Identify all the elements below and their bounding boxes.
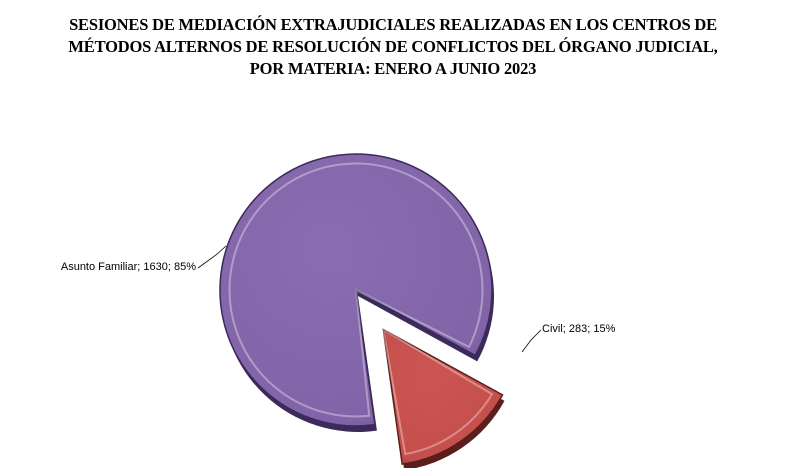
slice-bevel-2: [381, 327, 494, 456]
chart-title-line-3: POR MATERIA: ENERO A JUNIO 2023: [249, 59, 537, 78]
pie-slice-asunto-familiar: [219, 153, 493, 427]
leader-line-1: [197, 245, 227, 269]
chart-title-line-1: SESIONES DE MEDIACIÓN EXTRAJUDICIALES RE…: [69, 15, 717, 34]
leader-line-2: [521, 329, 542, 353]
pie-slice-civil: [382, 328, 504, 466]
data-label-civil: Civil; 283; 15%: [542, 323, 616, 335]
data-label-asunto-familiar: Asunto Familiar; 1630; 85%: [61, 261, 196, 273]
chart-title-line-2: MÉTODOS ALTERNOS DE RESOLUCIÓN DE CONFLI…: [68, 37, 718, 56]
chart-title: SESIONES DE MEDIACIÓN EXTRAJUDICIALES RE…: [0, 14, 786, 80]
slice-bevel-1: [228, 162, 484, 418]
